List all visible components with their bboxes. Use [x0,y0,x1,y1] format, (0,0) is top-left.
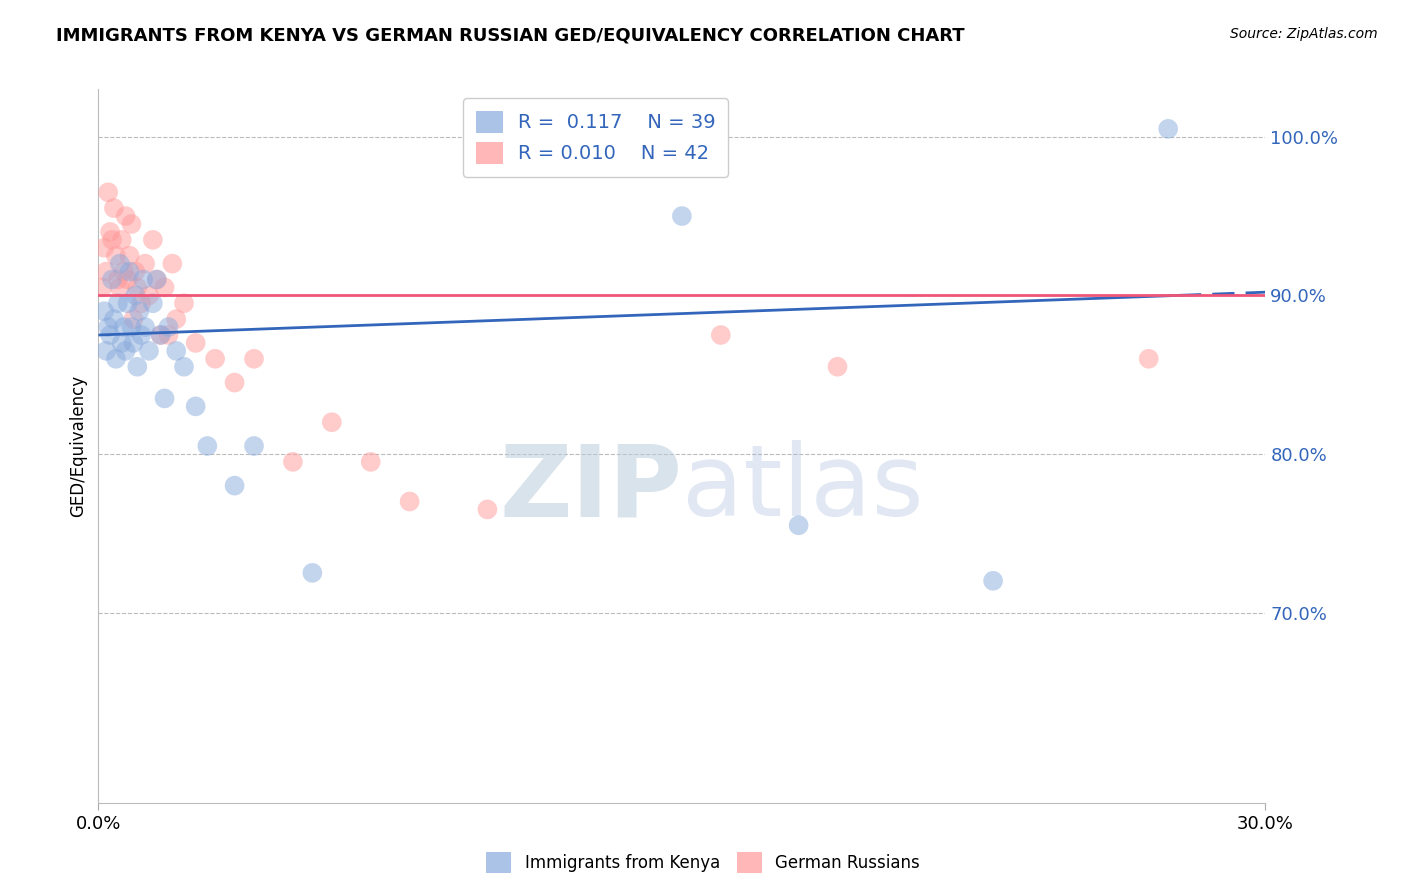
Legend: Immigrants from Kenya, German Russians: Immigrants from Kenya, German Russians [479,846,927,880]
Point [114,343,136,358]
Point [111,335,134,350]
Point [165,312,187,326]
Point [398,494,420,508]
Point [117,272,139,286]
Legend: R =  0.117    N = 39, R = 0.010    N = 42: R = 0.117 N = 39, R = 0.010 N = 42 [464,98,728,177]
Point [103,312,125,326]
Point [146,272,169,286]
Point [1157,121,1180,136]
Point [710,328,733,343]
Point [117,296,139,310]
Point [121,320,143,334]
Point [787,518,810,533]
Point [827,359,849,374]
Point [101,272,124,286]
Point [142,233,165,247]
Text: IMMIGRANTS FROM KENYA VS GERMAN RUSSIAN GED/EQUIVALENCY CORRELATION CHART: IMMIGRANTS FROM KENYA VS GERMAN RUSSIAN … [56,27,965,45]
Point [91,280,114,294]
Point [162,257,184,271]
Point [224,376,246,390]
Point [1137,351,1160,366]
Point [157,328,180,343]
Point [107,272,129,286]
Point [129,296,152,310]
Point [134,257,156,271]
Point [121,217,143,231]
Point [122,335,145,350]
Point [184,400,207,414]
Point [149,328,172,343]
Point [97,186,120,200]
Point [96,343,118,358]
Point [114,209,136,223]
Point [98,225,121,239]
Point [101,233,124,247]
Point [104,351,127,366]
Point [127,359,149,374]
Point [96,264,118,278]
Point [671,209,693,223]
Point [129,328,152,343]
Point [224,478,246,492]
Point [153,392,176,406]
Point [127,280,149,294]
Point [477,502,499,516]
Point [103,201,125,215]
Point [124,264,146,278]
Y-axis label: GED/Equivalency: GED/Equivalency [69,375,87,517]
Point [122,312,145,326]
Text: ZIP: ZIP [499,441,682,537]
Point [153,280,176,294]
Point [301,566,323,580]
Point [138,288,160,302]
Point [111,233,134,247]
Point [195,439,218,453]
Point [243,439,266,453]
Point [107,296,129,310]
Point [93,241,115,255]
Point [124,288,146,302]
Point [173,359,195,374]
Point [243,351,266,366]
Point [93,304,115,318]
Point [104,249,127,263]
Point [981,574,1004,588]
Point [173,296,195,310]
Point [134,320,156,334]
Point [118,249,141,263]
Point [98,328,121,343]
Point [165,343,187,358]
Point [142,296,165,310]
Point [204,351,226,366]
Point [118,264,141,278]
Text: atlas: atlas [682,441,924,537]
Point [321,415,343,429]
Point [108,280,131,294]
Point [132,272,155,286]
Point [360,455,382,469]
Point [281,455,304,469]
Point [138,343,160,358]
Point [128,304,150,318]
Point [112,320,135,334]
Point [108,257,131,271]
Point [146,272,169,286]
Point [157,320,180,334]
Point [184,335,207,350]
Point [97,320,120,334]
Point [149,328,172,343]
Point [112,264,135,278]
Text: Source: ZipAtlas.com: Source: ZipAtlas.com [1230,27,1378,41]
